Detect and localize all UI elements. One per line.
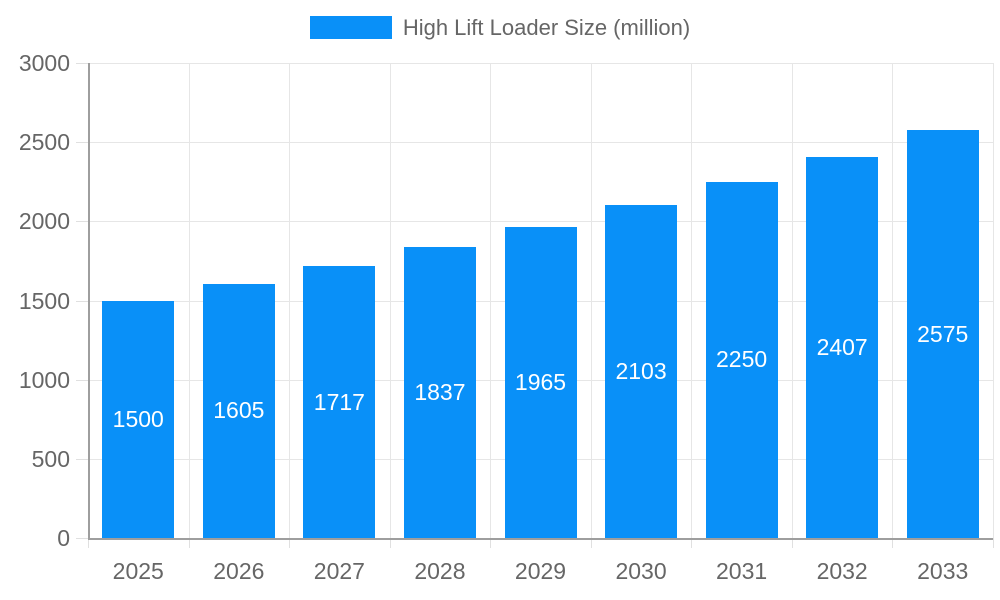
bar-2029[interactable]: 1965 [504,226,577,538]
x-axis-tick-label: 2026 [213,558,265,584]
bar-value-label: 2407 [816,333,868,360]
gridline-vertical [791,63,793,538]
y-axis-line [88,63,90,538]
bar-2028[interactable]: 1837 [403,247,476,538]
y-axis-tick-label: 2500 [18,129,70,156]
y-axis-tick-label: 1500 [18,287,70,314]
x-axis-tick-label: 2030 [615,558,667,584]
x-axis-tick [590,538,592,548]
x-axis-tick [188,538,190,548]
y-axis-tick [76,300,88,302]
x-axis-tick-label: 2031 [716,558,768,584]
y-axis-tick-label: 0 [57,525,70,551]
x-axis-tick [88,538,89,548]
gridline-vertical [188,63,190,538]
x-axis-tick-label: 2033 [917,558,969,584]
bar-value-label: 2575 [917,320,969,347]
y-axis-tick-label: 2000 [18,208,70,235]
x-axis-tick [892,538,894,548]
x-axis-tick-label: 2028 [414,558,466,584]
x-axis-tick-label: 2025 [112,558,164,584]
bar-value-label: 1965 [514,368,567,395]
y-axis-tick [76,142,88,144]
gridline-vertical [590,63,592,538]
bar-2032[interactable]: 2407 [806,156,879,538]
legend-label: High Lift Loader Size (million) [402,14,691,40]
bar-2031[interactable]: 2250 [705,181,778,538]
x-axis-tick-label: 2027 [313,558,365,584]
y-axis-tick [76,458,88,460]
x-axis-tick-label: 2029 [514,558,567,584]
y-axis-tick [76,63,88,64]
bar-value-label: 1717 [313,388,365,415]
bar-value-label: 2250 [716,346,768,373]
bar-2026[interactable]: 1605 [202,283,275,538]
y-axis-tick-label: 500 [31,445,70,472]
gridline-horizontal [88,221,993,223]
x-axis-tick [490,538,492,548]
bar-value-label: 1605 [213,397,265,424]
x-axis-tick [993,538,994,548]
bar-2033[interactable]: 2575 [906,130,979,538]
gridline-vertical [993,63,994,538]
x-axis-tick [791,538,793,548]
y-axis-tick [76,379,88,381]
x-axis-tick [289,538,291,548]
bar-value-label: 2103 [615,358,667,384]
bar-2030[interactable]: 2103 [605,205,678,538]
legend-swatch [309,16,392,39]
gridline-vertical [892,63,894,538]
y-axis-tick-label: 3000 [18,50,70,76]
x-axis-tick-label: 2032 [816,558,868,584]
x-axis-tick [389,538,391,548]
y-axis-tick [76,538,88,539]
gridline-vertical [389,63,391,538]
legend-item[interactable]: High Lift Loader Size (million) [0,16,1000,39]
gridline-vertical [490,63,492,538]
bar-2025[interactable]: 1500 [102,300,175,538]
gridline-horizontal [88,142,993,144]
bar-value-label: 1837 [414,379,466,406]
y-axis-tick [76,221,88,223]
x-axis-line [88,538,993,540]
gridline-vertical [691,63,693,538]
bar-2027[interactable]: 1717 [303,266,376,538]
gridline-vertical [289,63,291,538]
gridline-horizontal [88,63,993,64]
y-axis-tick-label: 1000 [18,366,70,393]
bar-value-label: 1500 [112,405,164,432]
x-axis-tick [691,538,693,548]
